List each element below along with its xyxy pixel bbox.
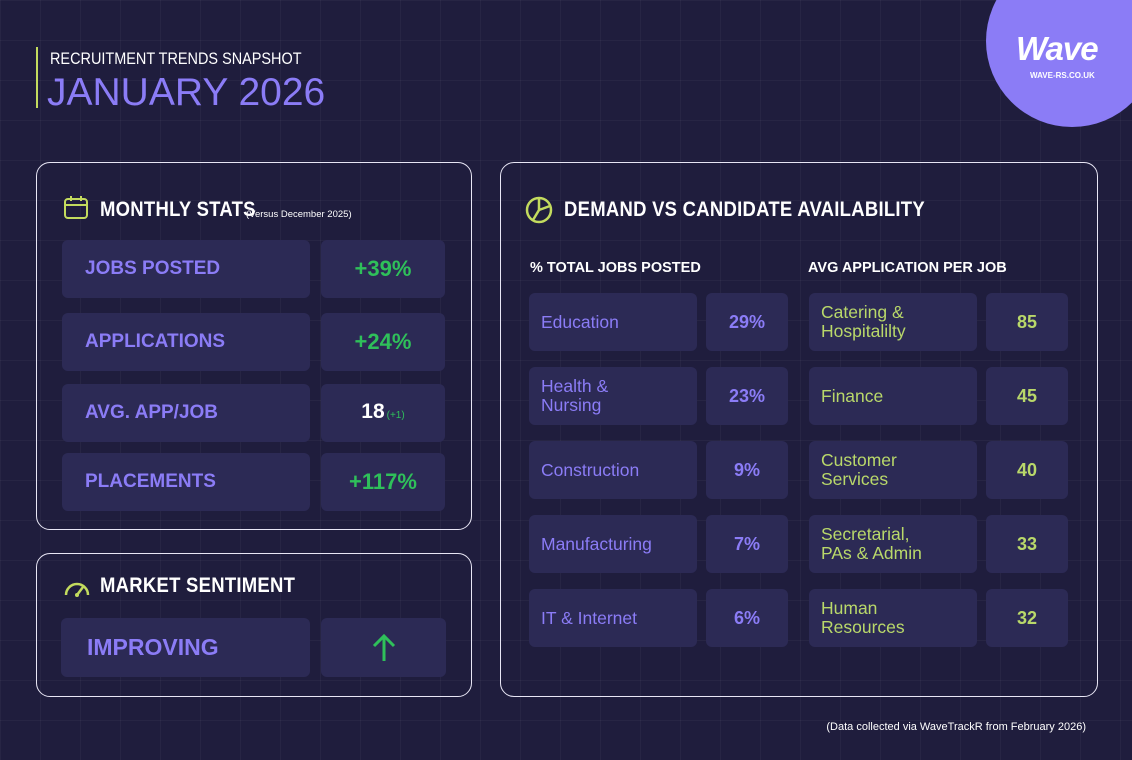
category-value-box: 29%	[706, 293, 788, 351]
calendar-icon	[64, 196, 88, 219]
category-box: Construction	[529, 441, 697, 499]
category-value-box: 33	[986, 515, 1068, 573]
stat-label: AVG. APP/JOB	[85, 402, 219, 423]
stat-value: +39%	[354, 256, 412, 281]
category-box: Human Resources	[809, 589, 977, 647]
stat-label-box: JOBS POSTED	[62, 240, 310, 298]
stat-value-box: 18 (+1)	[321, 384, 445, 442]
stat-change: (+1)	[386, 410, 405, 421]
category-label: Finance	[821, 385, 884, 406]
panel-title: DEMAND VS CANDIDATE AVAILABILITY	[564, 198, 925, 221]
category-value: 32	[1016, 607, 1038, 628]
header-subtitle: RECRUITMENT TRENDS SNAPSHOT	[50, 49, 302, 68]
category-box: IT & Internet	[529, 589, 697, 647]
pie-icon	[525, 196, 553, 224]
category-value-box: 32	[986, 589, 1068, 647]
category-value-box: 40	[986, 441, 1068, 499]
category-box: Customer Services	[809, 441, 977, 499]
stat-label-box: PLACEMENTS	[62, 453, 310, 511]
monthly-stats-panel: MONTHLY STATS (Versus December 2025) JOB…	[36, 162, 472, 530]
stat-label: APPLICATIONS	[85, 331, 226, 352]
stat-value: +117%	[349, 469, 417, 494]
category-value: 45	[1016, 385, 1038, 406]
category-value: 23%	[728, 385, 766, 406]
category-label: Manufacturing	[541, 533, 652, 554]
category-box: Finance	[809, 367, 977, 425]
category-box: Manufacturing	[529, 515, 697, 573]
header-title: JANUARY 2026	[47, 71, 326, 114]
panel-title: MARKET SENTIMENT	[100, 574, 296, 597]
category-value: 29%	[728, 311, 766, 332]
stat-value: 18	[361, 400, 385, 423]
category-value-box: 45	[986, 367, 1068, 425]
stat-label: PLACEMENTS	[85, 471, 216, 492]
stat-label-box: AVG. APP/JOB	[62, 384, 310, 442]
stat-label: JOBS POSTED	[85, 258, 221, 279]
category-value-box: 7%	[706, 515, 788, 573]
demand-panel: DEMAND VS CANDIDATE AVAILABILITY % TOTAL…	[500, 162, 1098, 697]
category-value: 9%	[733, 459, 760, 480]
category-label: Customer Services	[821, 450, 897, 489]
category-box: Education	[529, 293, 697, 351]
stat-value-box: +39%	[321, 240, 445, 298]
logo-url: WAVE-RS.CO.UK	[1030, 71, 1095, 80]
category-label: Education	[541, 311, 619, 332]
category-label: Construction	[541, 459, 640, 480]
category-value-box: 23%	[706, 367, 788, 425]
category-value: 40	[1016, 459, 1038, 480]
category-value: 6%	[733, 607, 760, 628]
stat-value-box: +117%	[321, 453, 445, 511]
column-heading: AVG APPLICATION PER JOB	[808, 260, 1007, 276]
category-value-box: 9%	[706, 441, 788, 499]
category-label: Catering & Hospitalilty	[821, 302, 906, 341]
category-box: Health & Nursing	[529, 367, 697, 425]
stat-value: +24%	[354, 329, 412, 354]
market-sentiment-panel: MARKET SENTIMENT IMPROVING	[36, 553, 472, 697]
stat-label-box: APPLICATIONS	[62, 313, 310, 371]
category-value: 33	[1016, 533, 1038, 554]
category-value-box: 85	[986, 293, 1068, 351]
arrow-box	[321, 618, 446, 677]
category-label: Secretarial, PAs & Admin	[821, 524, 922, 563]
category-box: Secretarial, PAs & Admin	[809, 515, 977, 573]
category-value-box: 6%	[706, 589, 788, 647]
up-arrow	[372, 633, 395, 661]
sentiment-status: IMPROVING	[87, 634, 219, 660]
gauge-icon	[64, 582, 90, 597]
footer-note: (Data collected via WaveTrackR from Febr…	[826, 721, 1086, 733]
category-box: Catering & Hospitalilty	[809, 293, 977, 351]
logo-name: Wave	[1016, 30, 1099, 67]
panel-note: (Versus December 2025)	[246, 209, 352, 220]
category-value: 7%	[733, 533, 760, 554]
panel-title: MONTHLY STATS	[100, 198, 256, 221]
category-label: Health & Nursing	[541, 376, 609, 415]
category-label: IT & Internet	[541, 607, 637, 628]
column-heading: % TOTAL JOBS POSTED	[530, 260, 701, 276]
category-value: 85	[1016, 311, 1038, 332]
header-rule	[36, 47, 38, 108]
stat-value-box: +24%	[321, 313, 445, 371]
category-label: Human Resources	[821, 598, 905, 637]
sentiment-box: IMPROVING	[61, 618, 310, 677]
